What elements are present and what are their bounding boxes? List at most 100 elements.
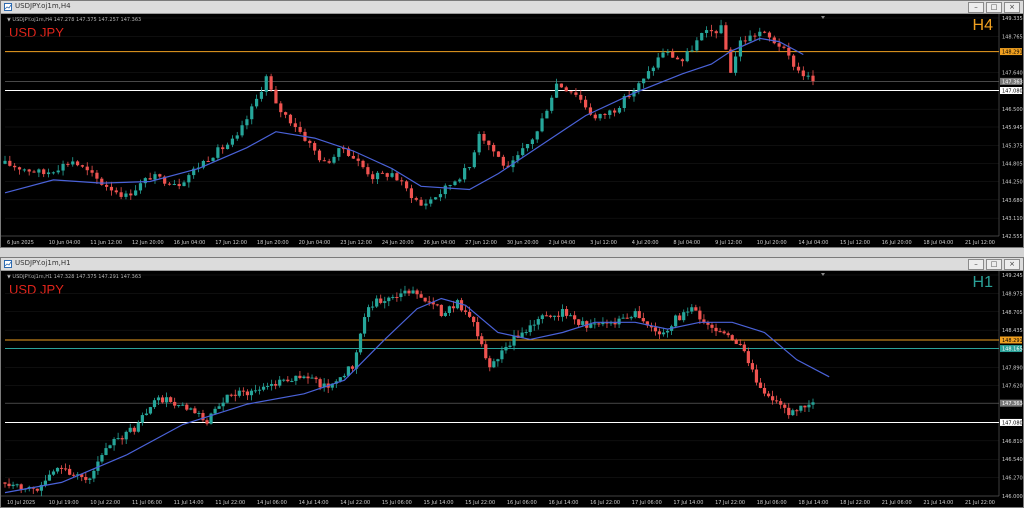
candle-body: [66, 163, 70, 165]
candle-body: [564, 87, 568, 92]
candle-body: [72, 474, 76, 476]
candle-body: [216, 147, 220, 158]
candle-body: [225, 144, 230, 150]
candle-body: [651, 67, 655, 72]
candle-body: [443, 185, 447, 195]
candle-body: [163, 176, 167, 184]
candle-body: [90, 170, 94, 173]
candle-body: [213, 408, 217, 414]
chart-window-icon: [4, 260, 12, 268]
candle-body: [423, 297, 427, 302]
candle-body: [451, 306, 456, 309]
candle-body: [803, 405, 807, 408]
candle-body: [47, 474, 52, 481]
time-tick-label: 4 Jul 20:00: [632, 240, 659, 246]
candle-body: [27, 169, 31, 172]
candle-body: [64, 468, 68, 470]
candle-body: [415, 290, 419, 295]
candle-body: [264, 76, 268, 92]
candle-body: [448, 185, 452, 187]
candle-body: [350, 366, 355, 369]
candle-body: [32, 171, 36, 173]
candle-body: [443, 312, 447, 316]
candle-body: [173, 401, 177, 406]
price-chart[interactable]: 149.245 148.975 148.705 148.435 148.291 148.1…: [1, 271, 1024, 508]
candle-body: [622, 96, 626, 109]
chart-window-h4[interactable]: USDJPY.oj1m,H4 – □ × ▼ USDJPY.oj1m,H4 14…: [0, 0, 1024, 248]
candle-body: [629, 317, 633, 319]
level-badge: [1000, 77, 1022, 85]
candle-body: [181, 404, 185, 406]
candle-body: [733, 56, 738, 73]
candle-body: [114, 190, 118, 193]
window-titlebar[interactable]: USDJPY.oj1m,H4 – □ ×: [1, 1, 1023, 14]
minimize-icon[interactable]: –: [968, 2, 984, 13]
chart-window-h1[interactable]: USDJPY.oj1m,H1 – □ × ▼ USDJPY.oj1m,H1 14…: [0, 257, 1024, 508]
candle-body: [351, 155, 355, 159]
close-icon[interactable]: ×: [1004, 2, 1020, 13]
candle-body: [80, 474, 84, 477]
candle-body: [75, 161, 80, 166]
candle-body: [796, 66, 801, 71]
candle-body: [710, 324, 714, 328]
candle-body: [95, 172, 99, 179]
chart-window-icon: [4, 3, 12, 11]
candle-body: [235, 135, 239, 139]
candle-body: [545, 110, 549, 119]
candle-body: [399, 293, 403, 297]
candle-body: [488, 358, 492, 368]
candle-body: [633, 311, 637, 318]
maximize-icon[interactable]: □: [986, 259, 1002, 270]
candle-body: [613, 110, 617, 113]
candle-body: [581, 321, 585, 325]
candle-body: [177, 405, 181, 407]
candle-body: [593, 323, 597, 325]
price-tick-label: 146.270: [1002, 476, 1023, 482]
candle-body: [496, 359, 500, 362]
close-icon[interactable]: ×: [1004, 259, 1020, 270]
candle-body: [758, 31, 762, 37]
candle-body: [621, 317, 625, 319]
candle-body: [524, 332, 528, 334]
level-badge: [1000, 336, 1022, 344]
candle-body: [143, 178, 147, 184]
candle-body: [698, 310, 702, 320]
price-chart[interactable]: 149.335 148.765 148.291 147.640 147.363 147.0…: [1, 14, 1024, 248]
candle-body: [476, 322, 480, 337]
moving-average-line: [4, 37, 804, 194]
candle-body: [338, 377, 342, 382]
time-tick-label: 17 Jun 12:00: [215, 240, 247, 246]
candle-body: [544, 315, 548, 317]
candle-body: [261, 386, 266, 390]
window-titlebar[interactable]: USDJPY.oj1m,H1 – □ ×: [1, 258, 1023, 271]
candle-body: [42, 169, 46, 175]
candle-body: [317, 150, 322, 161]
candle-body: [811, 75, 815, 82]
candle-body: [588, 107, 593, 115]
maximize-icon[interactable]: □: [986, 2, 1002, 13]
candle-body: [783, 404, 787, 408]
candle-body: [104, 448, 108, 456]
candle-body: [552, 315, 557, 317]
candle-body: [447, 306, 451, 313]
candle-body: [140, 415, 144, 423]
candle-body: [661, 52, 665, 58]
candle-body: [308, 140, 312, 144]
candle-body: [487, 140, 491, 145]
candle-body: [463, 168, 467, 180]
candle-body: [138, 183, 143, 191]
minimize-icon[interactable]: –: [968, 259, 984, 270]
candle-body: [269, 76, 273, 90]
level-badge: [1000, 399, 1022, 407]
candle-body: [625, 317, 629, 319]
time-tick-label: 17 Jul 14:00: [673, 500, 703, 506]
candle-body: [520, 332, 524, 338]
candle-body: [314, 377, 318, 380]
price-tick-label: 146.810: [1002, 439, 1023, 445]
candle-body: [217, 406, 221, 409]
candle-body: [282, 379, 286, 381]
price-tick-label: 148.435: [1002, 328, 1023, 334]
candle-body: [641, 318, 645, 322]
candle-body: [427, 301, 431, 303]
candle-body: [787, 47, 791, 56]
